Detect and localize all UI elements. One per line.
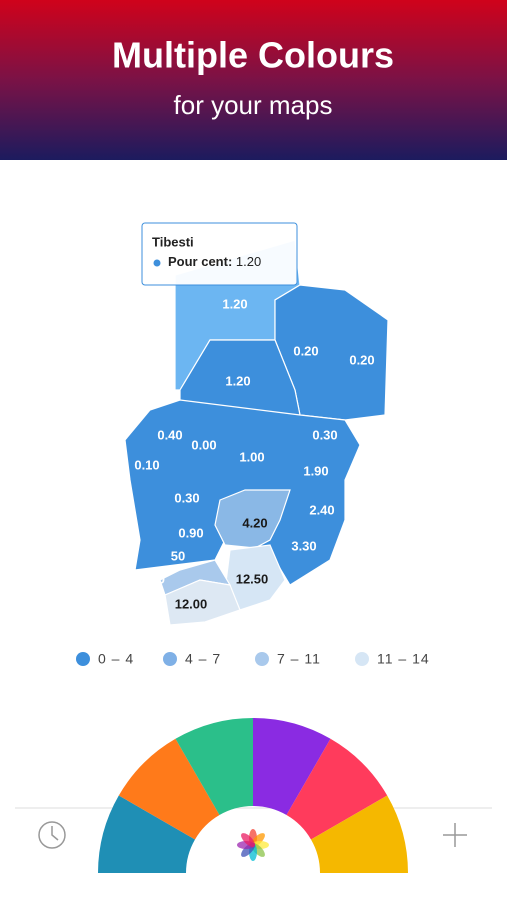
map-label: 0.20 [293,343,318,358]
map-label: 12.00 [175,596,208,611]
petal [241,833,256,848]
color-wheel[interactable] [98,718,408,873]
color-segment [118,738,220,840]
legend-label: 4 – 7 [185,651,221,667]
photos-icon[interactable] [237,829,269,861]
map-label: 3.30 [291,538,316,553]
map-label: 1.00 [239,449,264,464]
color-segment [98,795,195,873]
header-background [0,0,507,160]
history-icon[interactable] [38,821,66,849]
tooltip: Tibesti Pour cent: 1.20 [141,222,298,286]
history-icon-hands [51,826,59,841]
map-label: 0.90 [178,525,203,540]
map-label: 0.10 [134,457,159,472]
map-label: 0.20 [349,352,374,367]
map-label: 0.40 [157,427,182,442]
color-segment [175,718,253,815]
color-segment [311,795,408,873]
map-label: 12.50 [236,571,269,586]
header-title: Multiple Colours [112,35,394,76]
map-label: 2.40 [309,502,334,517]
add-icon[interactable] [443,823,467,847]
map-label: 4.20 [242,515,267,530]
tooltip-region: Tibesti [152,234,194,249]
legend-label: 11 – 14 [377,651,430,667]
legend-marker [163,652,177,666]
tooltip-dot [153,259,161,267]
legend-marker [355,652,369,666]
map-label: 50 [171,548,185,563]
legend-marker [255,652,269,666]
map-region[interactable] [214,489,291,549]
legend-marker [76,652,90,666]
map-label: 0.30 [174,490,199,505]
legend-label: 7 – 11 [277,651,321,667]
color-segment [286,738,388,840]
map-region[interactable] [164,579,241,626]
map-label: 0.00 [191,437,216,452]
tooltip-value: 1.20 [236,254,261,269]
map-label: 0.30 [312,427,337,442]
map-labels: 1.20 0.20 0.20 1.20 0.40 0.00 1.00 0.30 0.10 1.90… [134,296,374,611]
tooltip-box [141,222,298,286]
map-label: .10 [147,571,165,586]
map-label: 1.90 [303,463,328,478]
tooltip-label: Pour cent: [168,254,232,269]
legend: 0 – 4 4 – 7 7 – 11 11 – 14 [76,651,430,667]
legend-label: 0 – 4 [98,651,134,667]
map-label: 1.20 [225,373,250,388]
map-label: 1.20 [222,296,247,311]
map [124,239,389,626]
color-segment [253,718,331,815]
header-subtitle: for your maps [174,90,333,120]
tooltip-text: Pour cent: 1.20 [168,254,261,269]
